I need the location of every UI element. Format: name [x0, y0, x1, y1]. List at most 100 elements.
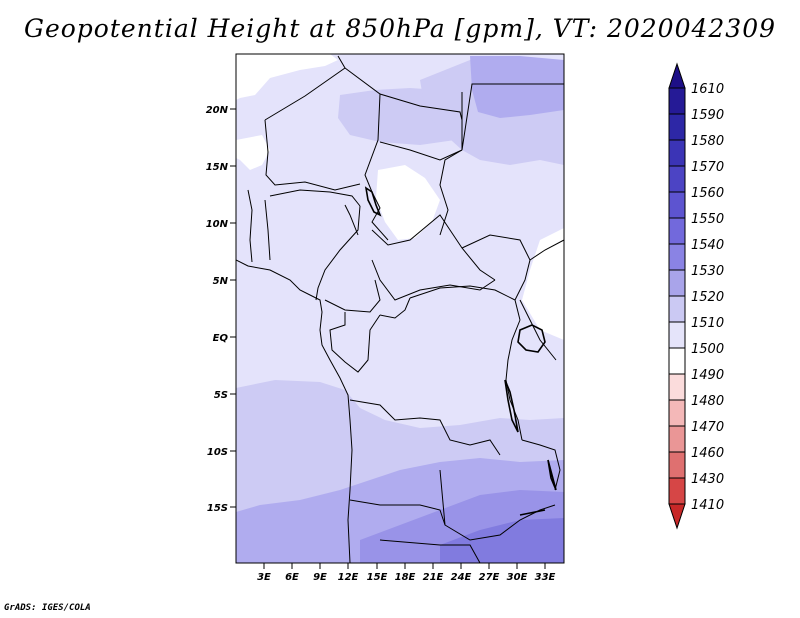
colorbar-label: 1540 [691, 238, 724, 253]
border-cameroon-south [324, 279, 381, 313]
longitude-labels: 3E 6E 9E 12E 15E 18E 21E 24E 27E 30E 33E [257, 572, 555, 583]
lake-victoria [517, 324, 546, 353]
lon-label: 3E [257, 572, 271, 583]
border-namibia-botswana [379, 539, 481, 563]
colorbar-cell [668, 165, 686, 193]
border-chad-nigeria [344, 204, 359, 236]
lake-malawi [547, 459, 557, 491]
lon-label: 15E [367, 572, 388, 583]
colorbar-label: 1480 [691, 394, 724, 409]
colorbar-label: 1520 [691, 290, 724, 305]
border-angola-south [349, 499, 446, 526]
contour-fill-below-1520-chad [376, 165, 440, 240]
border-ethiopia [529, 239, 564, 261]
lon-label: 33E [535, 572, 556, 583]
lon-label: 30E [507, 572, 528, 583]
chart-title: Geopotential Height at 850hPa [gpm], VT:… [23, 14, 777, 43]
colorbar-cell [668, 243, 686, 271]
lon-label: 24E [451, 572, 472, 583]
colorbar-label: 1560 [691, 186, 724, 201]
colorbar-label: 1530 [691, 264, 724, 279]
border-drc-congo [379, 297, 411, 319]
colorbar-cell [668, 139, 686, 167]
lon-label: 27E [479, 572, 500, 583]
colorbar-label: 1470 [691, 420, 724, 435]
contour-fill-below-1520-west [236, 135, 270, 170]
lake-kariba [519, 509, 546, 516]
border-chad-sudan [439, 149, 463, 236]
border-car-south [371, 259, 496, 301]
border-libya-chad [379, 141, 463, 161]
lakes [364, 186, 557, 516]
border-car [371, 214, 496, 281]
colorbar-label: 1460 [691, 446, 724, 461]
lon-label: 12E [338, 572, 359, 583]
lon-label: 6E [285, 572, 299, 583]
colorbar-label: 1490 [691, 368, 724, 383]
contour-fill-1540-northeast [470, 56, 564, 118]
lat-label: 5N [213, 276, 229, 287]
border-mauritania-mali [264, 119, 361, 191]
colorbar-cell [668, 217, 686, 245]
border-ghana-togo [247, 189, 253, 263]
country-boundaries [236, 55, 564, 563]
border-algeria-niger [264, 55, 346, 121]
border-south-sudan [461, 234, 531, 301]
lon-label: 21E [423, 572, 444, 583]
colorbar-label: 1590 [691, 108, 724, 123]
colorbar-top-arrow [668, 62, 686, 89]
contour-fill-1560-south [440, 518, 564, 563]
lat-label: 15S [207, 503, 228, 514]
colorbar-label: 1580 [691, 134, 724, 149]
coastline-west [236, 259, 353, 563]
lat-label: 15N [206, 162, 229, 173]
colorbar-cell [668, 295, 686, 323]
latitude-labels: 20N 15N 10N 5N EQ 5S 10S 15S [206, 105, 229, 514]
colorbar-cell [668, 347, 686, 375]
colorbar-label: 1610 [691, 82, 724, 97]
colorbar-cell [668, 451, 686, 479]
lat-label: 5S [214, 390, 228, 401]
colorbar-label: 1510 [691, 316, 724, 331]
map-frame [235, 53, 565, 564]
border-drc-north [409, 285, 521, 321]
lake-chad [364, 186, 382, 217]
colorbar-label: 1430 [691, 472, 724, 487]
border-nigeria-cameroon [315, 205, 361, 301]
colorbar-cell [668, 373, 686, 401]
colorbar-cell [668, 399, 686, 427]
border-tanzania [521, 439, 561, 491]
colorbar-label: 1570 [691, 160, 724, 175]
border-zambia [439, 469, 556, 541]
colorbar-cell [668, 191, 686, 219]
lon-label: 18E [395, 572, 416, 583]
contour-fill-below-1520-north [236, 54, 338, 100]
axis-ticks [230, 108, 546, 569]
lake-tanganyika [504, 379, 519, 433]
colorbar-cell [668, 321, 686, 349]
colorbar: 1610 1590 1580 1570 1560 1550 1540 1530 1520 1510… [668, 62, 724, 530]
border-gabon-congo [329, 312, 381, 373]
border-drc-east [505, 319, 523, 441]
lon-label: 9E [313, 572, 327, 583]
colorbar-cell [668, 269, 686, 297]
border-egypt-sudan [461, 83, 564, 151]
lat-label: 10N [206, 219, 229, 230]
colorbar-label: 1500 [691, 342, 724, 357]
lat-label: 20N [206, 105, 229, 116]
border-nigeria-niger [269, 189, 361, 207]
border-angola-drc [349, 399, 501, 456]
credit-label: GrADS: IGES/COLA [4, 603, 91, 613]
colorbar-cell [668, 87, 686, 115]
colorbar-cell [668, 425, 686, 453]
height-field [236, 54, 564, 563]
lat-label: EQ [213, 333, 229, 344]
border-benin [264, 199, 271, 261]
colorbar-cell [668, 113, 686, 141]
colorbar-bottom-arrow [668, 503, 686, 530]
lat-label: 10S [207, 447, 228, 458]
border-libya [344, 67, 463, 121]
contour-fill-below-1520-east [522, 228, 564, 340]
colorbar-label: 1550 [691, 212, 724, 227]
